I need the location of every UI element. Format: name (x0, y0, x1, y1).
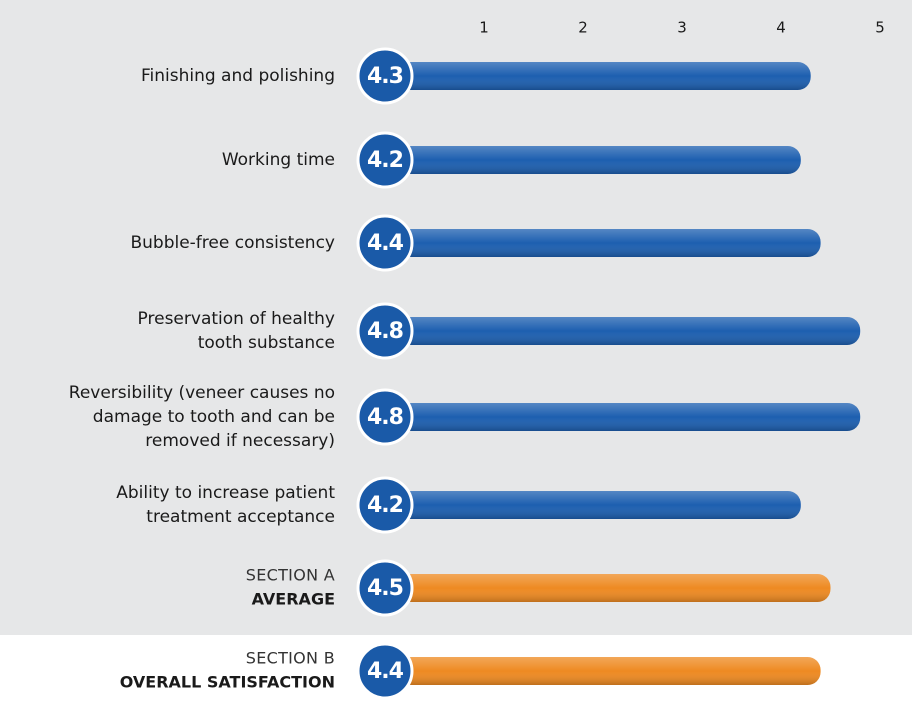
value-label: 4.2 (367, 493, 403, 518)
category-label: Working time (222, 150, 335, 170)
value-badge (356, 47, 414, 105)
bar-shade (385, 491, 801, 519)
x-tick-label: 4 (776, 19, 786, 37)
value-badge (356, 214, 414, 272)
bar-shade (385, 229, 821, 257)
bar-shade (385, 574, 831, 602)
value-badge (356, 642, 414, 700)
category-label: OVERALL SATISFACTION (120, 673, 335, 692)
bar-shade (385, 146, 801, 174)
value-label: 4.3 (367, 64, 403, 89)
category-label: tooth substance (198, 333, 335, 353)
category-label: Finishing and polishing (141, 66, 335, 86)
x-tick-label: 2 (578, 19, 588, 37)
value-badge (356, 388, 414, 446)
value-label: 4.8 (367, 405, 403, 430)
category-label: Preservation of healthy (138, 309, 335, 329)
category-label: treatment acceptance (146, 507, 335, 527)
category-label: SECTION A (246, 566, 335, 585)
value-badge (356, 559, 414, 617)
category-label: Ability to increase patient (116, 483, 335, 503)
category-label: Reversibility (veneer causes no (69, 383, 335, 403)
value-label: 4.4 (367, 659, 404, 684)
value-label: 4.2 (367, 148, 403, 173)
bar-shade (385, 317, 861, 345)
value-label: 4.4 (367, 231, 404, 256)
bar-shade (385, 403, 861, 431)
category-label: AVERAGE (252, 590, 335, 609)
value-badge (356, 476, 414, 534)
value-badge (356, 131, 414, 189)
category-label: Bubble-free consistency (130, 233, 335, 253)
value-badge (356, 302, 414, 360)
bar-shade (385, 62, 811, 90)
category-label: damage to tooth and can be (93, 407, 335, 427)
value-label: 4.8 (367, 319, 403, 344)
x-tick-label: 1 (479, 19, 489, 37)
category-label: removed if necessary) (145, 431, 335, 451)
x-tick-label: 3 (677, 19, 687, 37)
value-label: 4.5 (367, 576, 403, 601)
category-label: SECTION B (246, 649, 335, 668)
x-tick-label: 5 (875, 19, 885, 37)
bar-shade (385, 657, 821, 685)
